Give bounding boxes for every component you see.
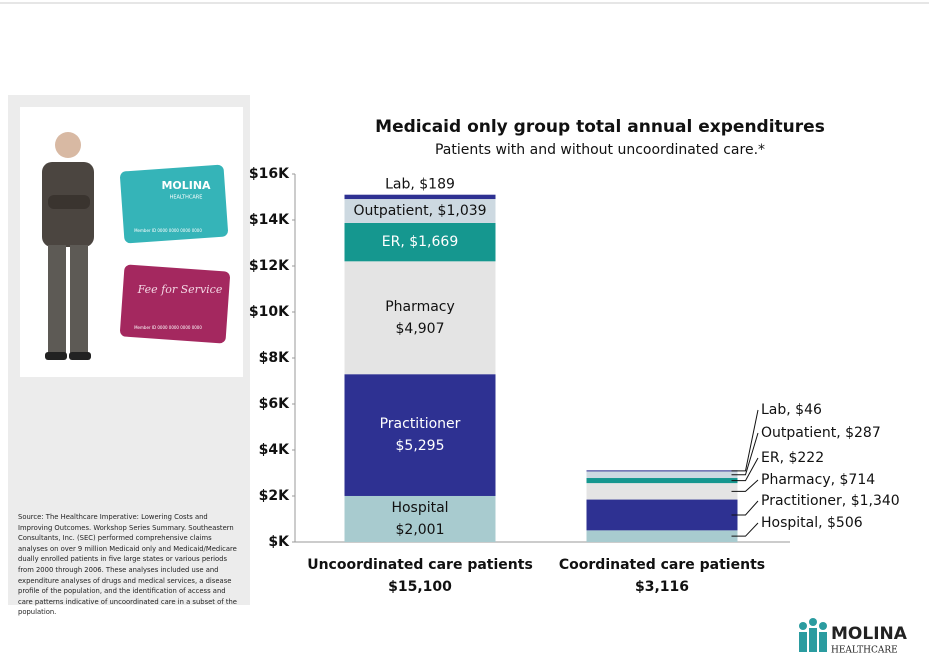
y-tick-label: $14K <box>249 212 290 228</box>
data-label: Hospital <box>391 500 448 516</box>
bar-segment <box>344 495 496 542</box>
leader-line <box>731 500 759 516</box>
bar-segment <box>344 222 496 262</box>
data-label: Practitioner <box>380 416 461 432</box>
card-ffs <box>120 264 230 344</box>
bar-segment <box>586 470 738 472</box>
bar-segment <box>586 483 738 500</box>
data-label: Lab, $189 <box>385 177 455 193</box>
logo-name: MOLINA <box>831 624 908 644</box>
logo <box>799 618 827 652</box>
data-label: Outpatient, $287 <box>761 425 881 441</box>
logo-sub: HEALTHCARE <box>831 646 898 656</box>
y-tick-label: $16K <box>249 166 290 182</box>
bar-segment <box>344 194 496 200</box>
bar-segment <box>586 499 738 531</box>
leader-line <box>731 479 759 492</box>
data-label: Hospital, $506 <box>761 515 863 531</box>
bar-segment <box>344 261 496 375</box>
y-tick-label: $8K <box>259 350 290 366</box>
bar-segment <box>586 530 738 542</box>
chart-subtitle: Patients with and without uncoordinated … <box>435 142 765 158</box>
bar-segment <box>344 199 496 223</box>
data-label: ER, $222 <box>761 450 824 466</box>
data-label: Pharmacy <box>385 299 455 315</box>
bar-segment <box>586 478 738 484</box>
y-tick-label: $2K <box>259 488 290 504</box>
chart-title: Medicaid only group total annual expendi… <box>375 117 825 137</box>
card-brand: MOLINA <box>161 179 211 192</box>
data-label: Pharmacy, $714 <box>761 472 875 488</box>
y-tick-label: $K <box>268 534 290 550</box>
data-label: Practitioner, $1,340 <box>761 493 900 509</box>
data-label: ER, $1,669 <box>382 234 458 250</box>
total-label: $3,116 <box>635 579 689 595</box>
y-tick-label: $4K <box>259 442 290 458</box>
x-tick-label: Coordinated care patients <box>559 557 765 573</box>
data-label: Outpatient, $1,039 <box>353 203 486 219</box>
data-label: $4,907 <box>396 321 445 337</box>
data-label: $5,295 <box>396 438 445 454</box>
card-ffs-text: Fee for Service <box>137 283 223 296</box>
x-tick-label: Uncoordinated care patients <box>307 557 533 573</box>
leader-line <box>731 522 759 537</box>
bar-segment <box>586 471 738 479</box>
card-brand-sub: HEALTHCARE <box>170 195 203 201</box>
y-tick-label: $10K <box>249 304 290 320</box>
leader-line <box>731 457 759 482</box>
y-tick-label: $6K <box>259 396 290 412</box>
bar-segment <box>344 374 496 496</box>
data-label: $2,001 <box>396 522 445 538</box>
data-label: Lab, $46 <box>761 402 822 418</box>
total-label: $15,100 <box>388 579 452 595</box>
leader-line <box>731 409 759 472</box>
card-member: Member ID 0000 0000 0000 0000 <box>134 325 202 330</box>
card-molina <box>120 164 228 244</box>
card-member: Member ID 0000 0000 0000 0000 <box>134 228 202 233</box>
y-tick-label: $12K <box>249 258 290 274</box>
source-note: Source: The Healthcare Imperative: Lower… <box>18 513 237 617</box>
person-illustration <box>42 132 94 360</box>
leader-line <box>731 432 759 476</box>
